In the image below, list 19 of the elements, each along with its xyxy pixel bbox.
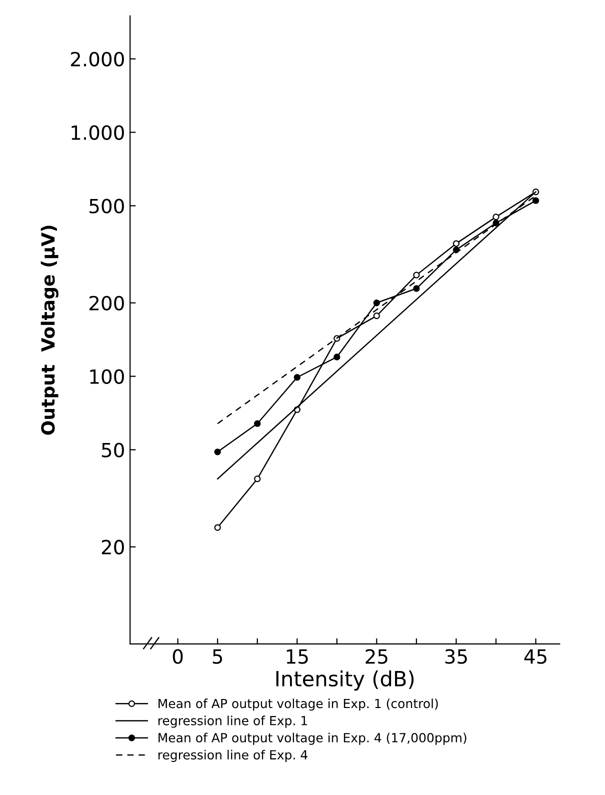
- y-tick-label: 50: [102, 442, 124, 458]
- y-tick-label: 20: [102, 540, 124, 555]
- y-tick-label: 100: [90, 369, 124, 384]
- legend-label: Mean of AP output voltage in Exp. 1 (control): [158, 698, 438, 711]
- y-axis-title: Output Voltage (μV): [40, 226, 58, 435]
- x-axis-title: Intensity (dB): [276, 670, 414, 691]
- x-tick-label: 5: [212, 649, 222, 664]
- y-tick-label: 1.000: [72, 125, 124, 140]
- legend-label: regression line of Exp. 4: [158, 750, 308, 762]
- legend-label: regression line of Exp. 1: [158, 716, 307, 728]
- legend-label: Mean of AP output voltage in Exp. 4 (17,000ppm): [158, 732, 466, 745]
- x-tick-label: 25: [366, 649, 388, 664]
- x-tick-label: 15: [286, 649, 308, 664]
- y-tick-label: 500: [90, 198, 124, 214]
- y-tick-label: 200: [90, 296, 124, 311]
- x-tick-label: 45: [524, 649, 546, 664]
- x-tick-label: 35: [445, 649, 467, 664]
- y-tick-label: 2.000: [70, 52, 124, 67]
- x-tick-label: 0: [172, 649, 183, 664]
